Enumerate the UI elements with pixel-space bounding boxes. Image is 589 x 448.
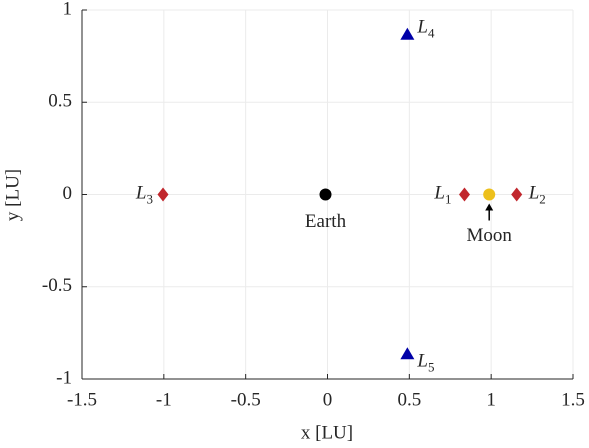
- label-subscript: 5: [428, 359, 435, 374]
- point-label: L2: [528, 183, 546, 207]
- label-symbol: L: [416, 351, 428, 372]
- x-tick-label: 1: [486, 389, 496, 410]
- label-symbol: L: [433, 183, 445, 204]
- arrow-head: [485, 203, 494, 211]
- y-tick-label: 0.5: [48, 91, 72, 112]
- point: [400, 347, 415, 360]
- label-subscript: 3: [147, 191, 154, 206]
- label-symbol: L: [135, 183, 147, 204]
- x-tick-label: 1.5: [561, 389, 585, 410]
- point: [157, 187, 169, 202]
- label-subscript: 2: [539, 191, 546, 206]
- point: [483, 188, 496, 201]
- x-tick-label: 0.5: [397, 389, 421, 410]
- label-symbol: L: [416, 17, 428, 38]
- point: [400, 27, 415, 40]
- point-label: Earth: [305, 211, 347, 232]
- point-label: L4: [416, 17, 435, 41]
- point-label: Moon: [466, 225, 512, 246]
- x-tick-label: -1.5: [67, 389, 97, 410]
- label-subscript: 1: [445, 191, 452, 206]
- x-tick-label: -0.5: [231, 389, 261, 410]
- point: [511, 187, 523, 202]
- point: [458, 187, 470, 202]
- point-label: L5: [416, 351, 434, 375]
- x-tick-label: 0: [323, 389, 333, 410]
- y-tick-label: 0: [63, 183, 73, 204]
- point-label: L1: [433, 183, 451, 207]
- y-axis-label: y [LU]: [2, 169, 23, 221]
- point-label: L3: [135, 183, 153, 207]
- y-tick-label: -0.5: [42, 275, 72, 296]
- label-symbol: L: [528, 183, 540, 204]
- x-tick-label: -1: [156, 389, 172, 410]
- x-axis-label: x [LU]: [301, 422, 353, 443]
- label-subscript: 4: [428, 26, 435, 41]
- y-tick-label: -1: [56, 367, 72, 388]
- y-tick-label: 1: [63, 0, 73, 19]
- point: [319, 188, 332, 201]
